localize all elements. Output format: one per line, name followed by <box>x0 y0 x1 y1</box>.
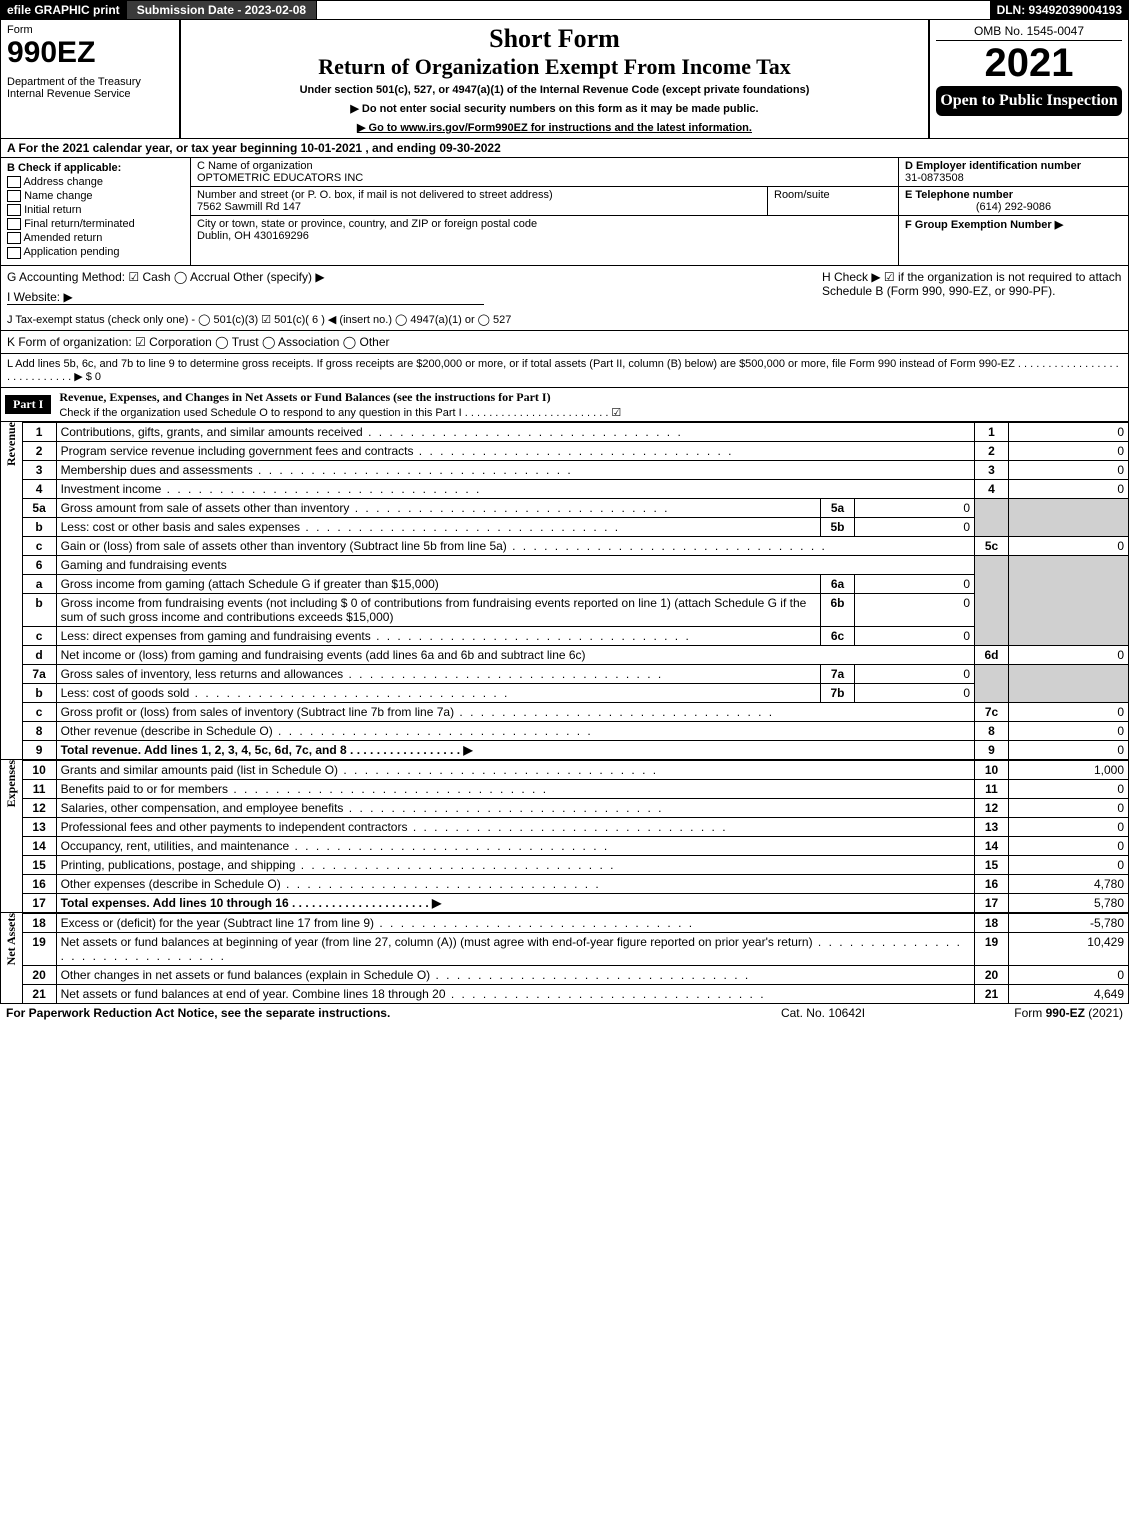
department-label: Department of the Treasury Internal Reve… <box>7 76 173 100</box>
efile-print-button[interactable]: efile GRAPHIC print <box>1 1 127 19</box>
phone-value: (614) 292-9086 <box>905 201 1122 213</box>
c-room-label: Room/suite <box>768 187 898 215</box>
line-j: J Tax-exempt status (check only one) - ◯… <box>7 313 1122 326</box>
top-bar: efile GRAPHIC print Submission Date - 20… <box>0 0 1129 20</box>
org-name: OPTOMETRIC EDUCATORS INC <box>197 172 892 184</box>
chk-application-pending[interactable]: Application pending <box>7 246 184 258</box>
page-footer: For Paperwork Reduction Act Notice, see … <box>0 1004 1129 1022</box>
section-def: D Employer identification number 31-0873… <box>898 158 1128 265</box>
section-c: C Name of organization OPTOMETRIC EDUCAT… <box>191 158 898 265</box>
catalog-number: Cat. No. 10642I <box>723 1006 923 1020</box>
netassets-table: 18Excess or (deficit) for the year (Subt… <box>22 913 1129 1004</box>
line-a-tax-year: A For the 2021 calendar year, or tax yea… <box>0 139 1129 158</box>
revenue-table: 1Contributions, gifts, grants, and simil… <box>22 422 1129 760</box>
part1-label: Part I <box>5 395 51 414</box>
part1-checkline: Check if the organization used Schedule … <box>59 407 621 419</box>
short-form-title: Short Form <box>187 24 922 54</box>
irs-link[interactable]: ▶ Go to www.irs.gov/Form990EZ for instru… <box>357 122 752 134</box>
org-info-block: B Check if applicable: Address change Na… <box>0 158 1129 266</box>
c-street-label: Number and street (or P. O. box, if mail… <box>197 189 761 201</box>
revenue-section: Revenue 1Contributions, gifts, grants, a… <box>0 422 1129 760</box>
f-label: F Group Exemption Number ▶ <box>905 218 1122 231</box>
form-ref: Form 990-EZ (2021) <box>923 1006 1123 1020</box>
line-l: L Add lines 5b, 6c, and 7b to line 9 to … <box>0 354 1129 388</box>
org-city: Dublin, OH 430169296 <box>197 230 892 242</box>
form-word: Form <box>7 24 173 36</box>
chk-amended-return[interactable]: Amended return <box>7 232 184 244</box>
omb-number: OMB No. 1545-0047 <box>936 24 1122 41</box>
submission-date: Submission Date - 2023-02-08 <box>127 1 317 19</box>
line-g: G Accounting Method: ☑ Cash ◯ Accrual Ot… <box>7 270 802 284</box>
chk-initial-return[interactable]: Initial return <box>7 204 184 216</box>
netassets-section: Net Assets 18Excess or (deficit) for the… <box>0 913 1129 1004</box>
topbar-spacer <box>317 1 990 19</box>
ein-value: 31-0873508 <box>905 172 1122 184</box>
c-city-label: City or town, state or province, country… <box>197 218 892 230</box>
ghi-block: G Accounting Method: ☑ Cash ◯ Accrual Ot… <box>0 266 1129 331</box>
line-k: K Form of organization: ☑ Corporation ◯ … <box>0 331 1129 354</box>
ssn-warning: ▶ Do not enter social security numbers o… <box>187 102 922 115</box>
part1-title: Revenue, Expenses, and Changes in Net As… <box>59 390 550 404</box>
open-public-badge: Open to Public Inspection <box>936 86 1122 116</box>
b-label: B Check if applicable: <box>7 162 184 174</box>
line-i: I Website: ▶ <box>7 290 484 305</box>
c-name-label: C Name of organization <box>197 160 892 172</box>
form-number: 990EZ <box>7 36 173 70</box>
dln-value: DLN: 93492039004193 <box>991 1 1128 19</box>
form-header: Form 990EZ Department of the Treasury In… <box>0 20 1129 139</box>
goto-link[interactable]: ▶ Go to www.irs.gov/Form990EZ for instru… <box>187 121 922 134</box>
org-street: 7562 Sawmill Rd 147 <box>197 201 761 213</box>
expenses-section: Expenses 10Grants and similar amounts pa… <box>0 760 1129 913</box>
section-b: B Check if applicable: Address change Na… <box>1 158 191 265</box>
line-h: H Check ▶ ☑ if the organization is not r… <box>802 270 1122 309</box>
under-section-text: Under section 501(c), 527, or 4947(a)(1)… <box>187 84 922 96</box>
expenses-table: 10Grants and similar amounts paid (list … <box>22 760 1129 913</box>
return-title: Return of Organization Exempt From Incom… <box>187 54 922 80</box>
expenses-side-label: Expenses <box>0 760 22 913</box>
chk-name-change[interactable]: Name change <box>7 190 184 202</box>
e-label: E Telephone number <box>905 189 1122 201</box>
chk-address-change[interactable]: Address change <box>7 176 184 188</box>
d-label: D Employer identification number <box>905 160 1122 172</box>
tax-year: 2021 <box>936 41 1122 86</box>
part1-header: Part I Revenue, Expenses, and Changes in… <box>0 388 1129 422</box>
chk-final-return[interactable]: Final return/terminated <box>7 218 184 230</box>
revenue-side-label: Revenue <box>0 422 22 760</box>
paperwork-notice: For Paperwork Reduction Act Notice, see … <box>6 1006 723 1020</box>
netassets-side-label: Net Assets <box>0 913 22 1004</box>
